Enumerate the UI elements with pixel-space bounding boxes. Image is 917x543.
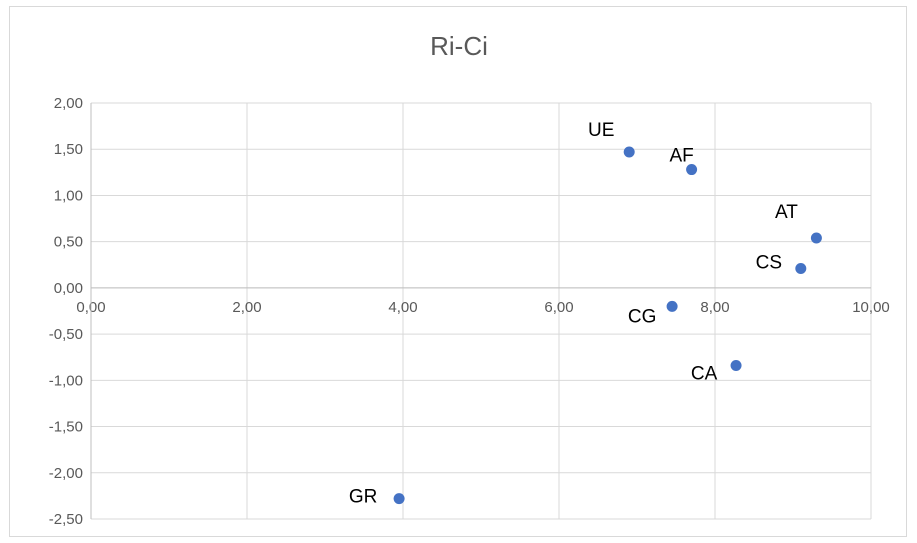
y-tick-label: -2,50 — [49, 511, 83, 528]
scatter-plot: 2,00 1,50 1,00 0,50 0,00 -0,50 -1,00 -1,50 -2,00… — [49, 95, 890, 528]
y-tick-label: -1,50 — [49, 419, 83, 436]
data-point-label: AF — [669, 146, 693, 167]
y-tick-label: -0,50 — [49, 326, 83, 343]
y-tick-label: 0,00 — [54, 280, 83, 297]
data-point — [810, 232, 822, 244]
y-tick-label: -1,00 — [49, 372, 83, 389]
data-point — [393, 493, 405, 505]
data-point — [686, 164, 698, 176]
y-tick-label: 0,50 — [54, 234, 83, 251]
y-tick-label: 1,00 — [54, 187, 83, 204]
chart-title: Ri-Ci — [430, 31, 488, 61]
data-point-label: AT — [775, 202, 798, 223]
x-tick-label: 6,00 — [544, 299, 573, 316]
data-point — [623, 146, 635, 158]
data-point — [666, 300, 678, 312]
y-tick-label: 1,50 — [54, 141, 83, 158]
y-tick-label: -2,00 — [49, 465, 83, 482]
data-point-label: GR — [349, 487, 378, 508]
data-point-label: UE — [588, 120, 614, 141]
data-point-label: CA — [691, 364, 718, 385]
x-tick-label: 8,00 — [700, 299, 729, 316]
x-tick-label: 10,00 — [852, 299, 890, 316]
data-point — [730, 360, 742, 372]
data-point — [795, 262, 807, 274]
y-tick-label: 2,00 — [54, 95, 83, 112]
x-tick-label: 2,00 — [232, 299, 261, 316]
data-point-label: CG — [628, 306, 657, 327]
chart-frame: Ri-Ci 2,00 1,50 1,00 0,50 0,00 -0,50 -1,00 -1,5… — [9, 6, 907, 537]
x-tick-label: 4,00 — [388, 299, 417, 316]
data-point-label: CS — [756, 252, 782, 273]
